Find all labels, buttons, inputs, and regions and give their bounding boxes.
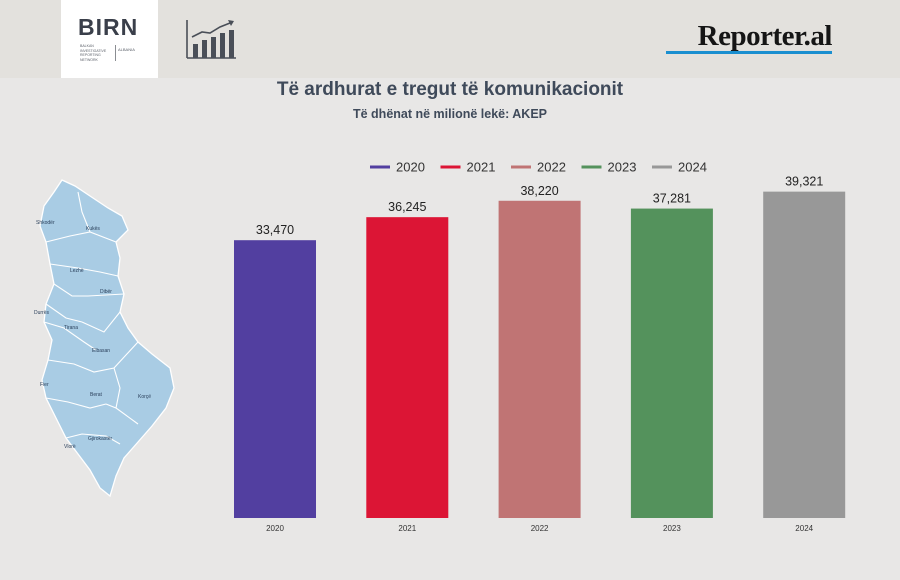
map-region-berat: Berat <box>90 392 103 398</box>
map-region-kukes: Kukës <box>86 226 100 232</box>
bar-2022 <box>498 200 581 519</box>
bar-2023 <box>630 208 713 519</box>
data-label-2024: 39,321 <box>785 175 823 189</box>
reporter-logo[interactable]: Reporter.al <box>697 20 833 52</box>
legend-label-2021: 2021 <box>467 160 496 175</box>
bar-2021 <box>366 217 449 518</box>
bar-2024 <box>763 191 846 519</box>
data-label-2021: 36,245 <box>388 200 426 214</box>
map-region-fier: Fier <box>40 382 49 388</box>
x-tick-2024: 2024 <box>795 524 813 533</box>
birn-logo-text: BIRN <box>78 14 139 40</box>
bar-chart-trend-icon <box>186 20 236 59</box>
data-label-2022: 38,220 <box>520 184 558 198</box>
x-tick-2021: 2021 <box>398 524 416 533</box>
legend-label-2020: 2020 <box>396 160 425 175</box>
x-tick-2020: 2020 <box>266 524 284 533</box>
map-region-gjirokaster: Gjirokastër <box>88 436 113 442</box>
map-region-korce: Korçë <box>138 394 151 400</box>
chart-title: Të ardhurat e tregut të komunikacionit <box>276 79 624 100</box>
chart-subtitle: Të dhënat në milionë lekë: AKEP <box>352 107 548 121</box>
data-label-2023: 37,281 <box>653 192 691 206</box>
bar-2020 <box>234 240 316 518</box>
birn-divider <box>115 45 116 61</box>
map-region-elbasan: Elbasan <box>92 348 110 354</box>
legend-label-2023: 2023 <box>608 160 637 175</box>
reporter-logo-underline <box>666 51 832 54</box>
map-region-tirana: Tirana <box>64 325 78 331</box>
map-region-vlore: Vlorë <box>64 444 76 450</box>
map-region-lezhe: Lezhë <box>70 268 84 274</box>
albania-map-icon: Shkodër Kukës Lezhë Dibër Durrës Tirana … <box>34 179 175 498</box>
legend-label-2024: 2024 <box>678 160 707 175</box>
map-region-durres: Durrës <box>34 310 50 316</box>
map-region-diber: Dibër <box>100 289 112 295</box>
x-tick-2022: 2022 <box>531 524 549 533</box>
birn-region: Albania <box>118 47 135 52</box>
header-banner: BIRN Balkan Investigative Reporting Netw… <box>0 0 900 78</box>
birn-logo[interactable]: BIRN Balkan Investigative Reporting Netw… <box>61 0 158 78</box>
map-region-shkoder: Shkodër <box>36 220 55 226</box>
data-label-2020: 33,470 <box>256 223 294 237</box>
birn-tagline: Balkan Investigative Reporting Network <box>80 44 107 62</box>
legend-label-2022: 2022 <box>537 160 566 175</box>
x-tick-2023: 2023 <box>663 524 681 533</box>
